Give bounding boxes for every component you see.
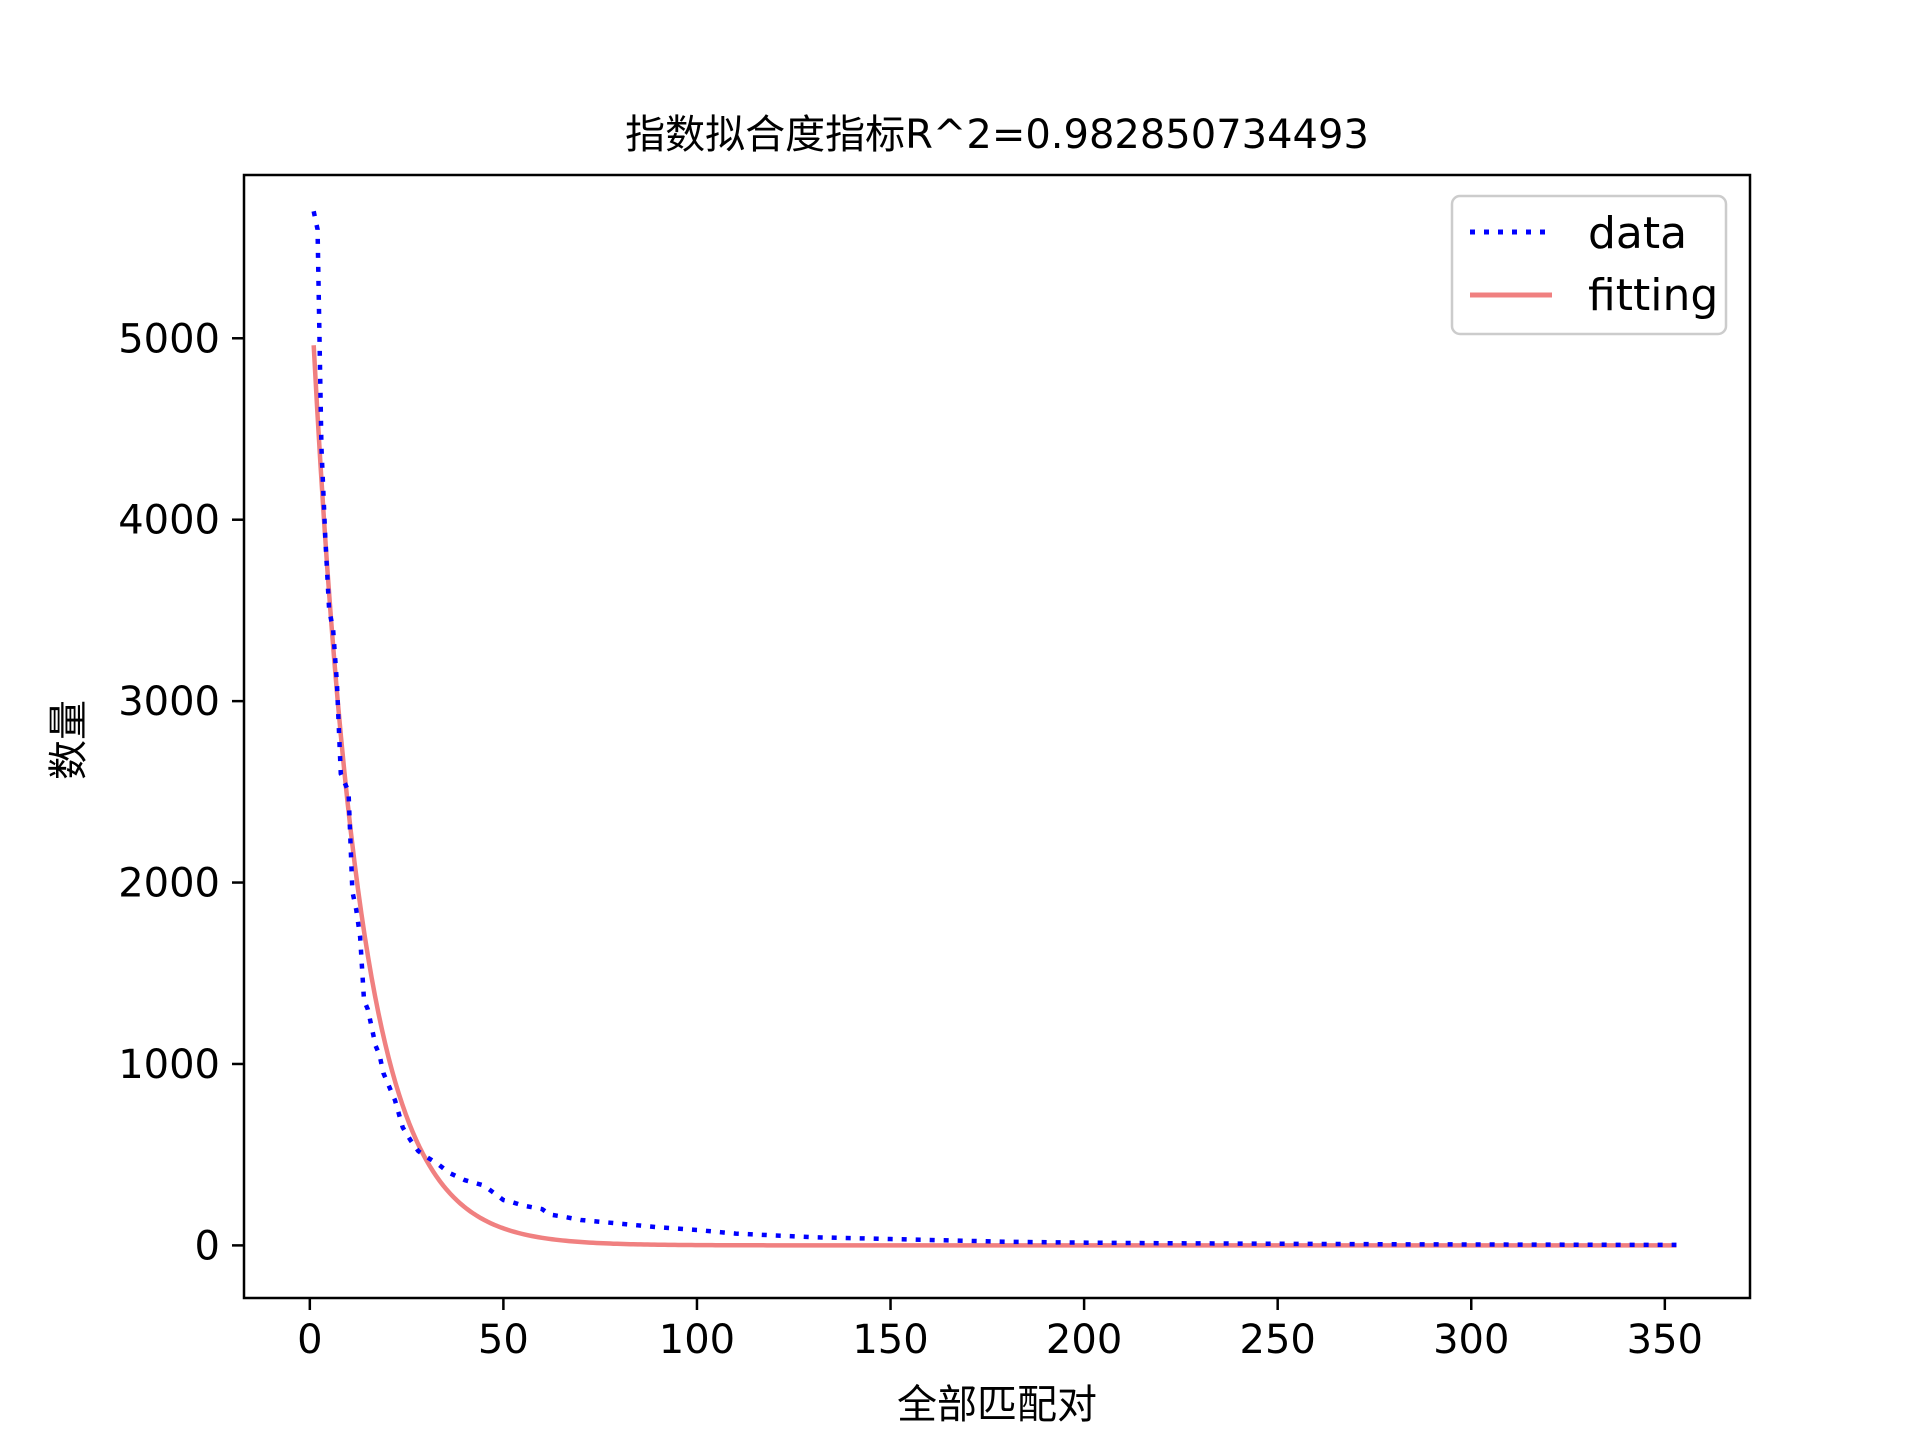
- x-tick-label: 50: [478, 1317, 529, 1363]
- chart-title: 指数拟合度指标R^2=0.982850734493: [625, 112, 1369, 158]
- x-tick-label: 350: [1627, 1317, 1703, 1363]
- y-tick-label: 1000: [118, 1042, 220, 1088]
- legend-fitting-label: fitting: [1588, 270, 1718, 321]
- y-tick-label: 2000: [118, 861, 220, 907]
- y-tick-label: 5000: [118, 316, 220, 362]
- y-tick-label: 4000: [118, 498, 220, 544]
- series-fitting-line: [311, 345, 1677, 1248]
- x-tick-label: 250: [1240, 1317, 1316, 1363]
- x-tick-label: 200: [1046, 1317, 1122, 1363]
- plot-layer: [311, 210, 1677, 1248]
- x-tick-label: 100: [659, 1317, 735, 1363]
- x-tick-label: 0: [297, 1317, 322, 1363]
- x-axis-label: 全部匹配对: [897, 1382, 1097, 1428]
- y-tick-label: 0: [195, 1223, 220, 1269]
- y-axis-ticks: 0 1000 2000 3000 4000 5000: [118, 316, 244, 1269]
- legend-box: [1450, 194, 1728, 336]
- plot-frame: [242, 173, 1752, 1300]
- legend: data fitting: [1450, 194, 1728, 336]
- x-tick-label: 300: [1433, 1317, 1509, 1363]
- series-data-line: [311, 210, 1677, 1248]
- x-axis-ticks: 0 50 100 150 200 250 300 350: [297, 1298, 1703, 1363]
- legend-data-label: data: [1588, 208, 1687, 259]
- y-axis-label: 数量: [46, 700, 92, 780]
- y-tick-label: 3000: [118, 679, 220, 725]
- x-tick-label: 150: [852, 1317, 928, 1363]
